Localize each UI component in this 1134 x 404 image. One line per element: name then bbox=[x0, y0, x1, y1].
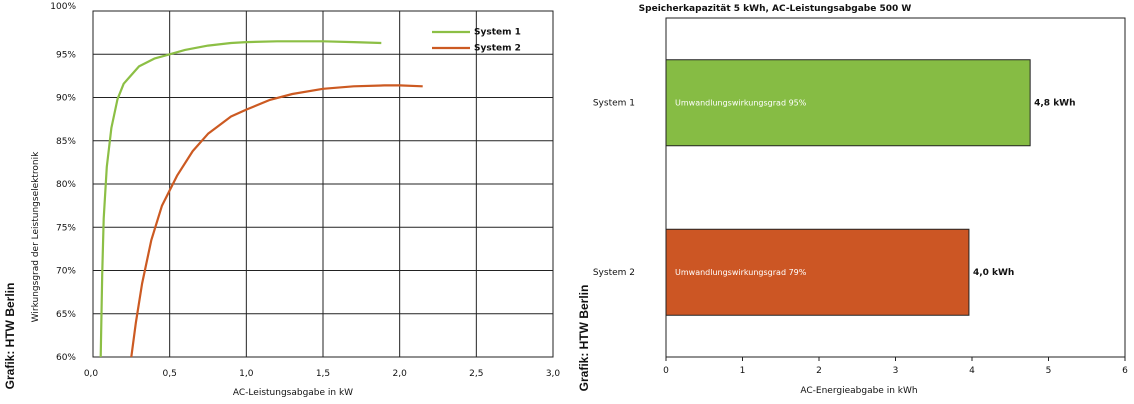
y-tick-label: 85% bbox=[56, 137, 76, 147]
x-tick-label: 0,5 bbox=[163, 369, 177, 379]
x-tick-label: 1 bbox=[740, 366, 746, 376]
y-tick-label: 80% bbox=[56, 180, 76, 190]
legend-label-2: System 2 bbox=[474, 44, 521, 54]
x-tick-label: 3 bbox=[893, 366, 899, 376]
energy-chart: Speicherkapazität 5 kWh, AC-Leistungsabg… bbox=[577, 4, 1128, 396]
bar-annotation-2: Umwandlungswirkungsgrad 79% bbox=[675, 268, 807, 277]
bar-annotation-1: Umwandlungswirkungsgrad 95% bbox=[675, 98, 807, 107]
x-tick-label: 4 bbox=[969, 366, 975, 376]
credit-label: Grafik: HTW Berlin bbox=[577, 285, 591, 392]
x-axis-title: AC-Energieabgabe in kWh bbox=[800, 386, 917, 396]
x-tick-label: 0,0 bbox=[84, 369, 99, 379]
category-label-2: System 2 bbox=[593, 268, 635, 278]
y-tick-label: 60% bbox=[56, 353, 76, 363]
y-tick-label: 65% bbox=[56, 310, 76, 320]
x-tick-label: 1,0 bbox=[239, 369, 254, 379]
x-tick-label: 5 bbox=[1046, 366, 1052, 376]
bar-1 bbox=[665, 59, 1031, 147]
y-tick-label: 90% bbox=[56, 94, 76, 104]
x-axis-title: AC-Leistungsabgabe in kW bbox=[233, 388, 353, 398]
y-tick-label: 95% bbox=[56, 50, 76, 60]
x-tick-label: 2,5 bbox=[469, 369, 483, 379]
category-label-1: System 1 bbox=[593, 98, 635, 108]
x-tick-label: 2,0 bbox=[393, 369, 408, 379]
series-line-2 bbox=[130, 84, 423, 358]
chart-title: Speicherkapazität 5 kWh, AC-Leistungsabg… bbox=[639, 4, 912, 14]
bar-value-label-2: 4,0 kWh bbox=[973, 268, 1014, 278]
y-tick-label: 100% bbox=[50, 2, 76, 12]
x-tick-label: 0 bbox=[663, 366, 669, 376]
x-tick-label: 6 bbox=[1122, 366, 1128, 376]
x-tick-label: 3,0 bbox=[546, 369, 561, 379]
credit-label: Grafik: HTW Berlin bbox=[3, 283, 17, 390]
y-axis-title: Wirkungsgrad der Leistungselektronik bbox=[31, 151, 41, 322]
x-tick-label: 2 bbox=[816, 366, 822, 376]
y-tick-label: 70% bbox=[56, 267, 76, 277]
bar-value-label-1: 4,8 kWh bbox=[1034, 98, 1075, 108]
legend-label-1: System 1 bbox=[474, 28, 521, 38]
efficiency-chart: 0,0 0,5 1,0 1,5 2,0 2,5 3,0 60% 65% 70% 75% 80% 85% 9… bbox=[3, 2, 560, 398]
bar-2 bbox=[665, 228, 970, 316]
y-tick-label: 75% bbox=[56, 223, 76, 233]
series-line-1 bbox=[99, 40, 382, 358]
x-tick-label: 1,5 bbox=[316, 369, 330, 379]
